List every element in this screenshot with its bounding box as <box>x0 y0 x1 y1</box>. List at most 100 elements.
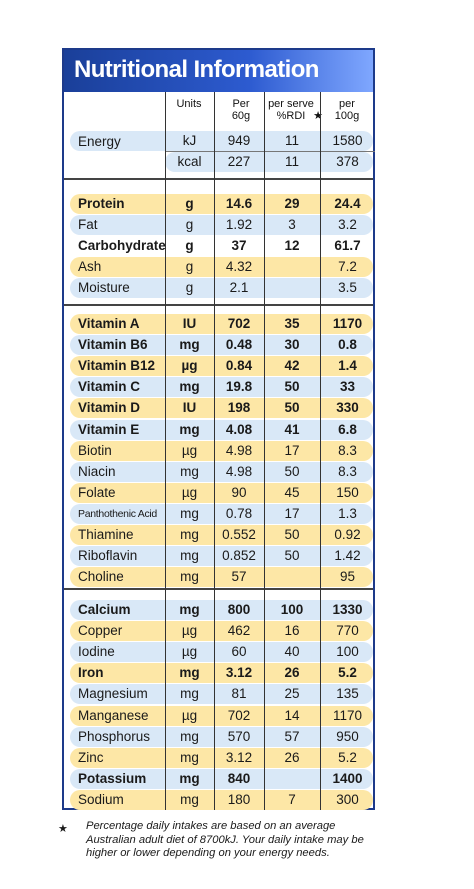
row-highlight <box>70 663 373 684</box>
value-per60: 702 <box>227 707 251 723</box>
value-per100: 950 <box>336 728 359 744</box>
value-per100: 6.8 <box>338 421 357 437</box>
divider-units <box>165 92 166 810</box>
value-rdi: 40 <box>284 644 300 660</box>
value-per60: 1.92 <box>225 217 253 233</box>
nutrient-row: Panthothenic Acid mg 0.78 17 1.3 <box>64 503 375 524</box>
panel-title: Nutritional Information <box>74 56 319 83</box>
value-unit: mg <box>179 337 200 353</box>
nutrient-name: Riboflavin <box>78 548 138 564</box>
value-unit: kJ <box>182 133 197 148</box>
value-unit: g <box>185 280 194 296</box>
value-per60: 90 <box>231 484 247 500</box>
value-per100: 1.4 <box>338 358 357 374</box>
value-unit: mg <box>179 421 200 437</box>
value-per60: 0.84 <box>225 358 253 374</box>
value-unit: mg <box>180 686 199 702</box>
row-highlight <box>70 503 373 524</box>
header-bar: Nutritional Information <box>64 50 373 92</box>
nutrient-name: Folate <box>78 484 116 500</box>
value-per100: 1580 <box>332 133 363 148</box>
value-unit: g <box>185 238 194 254</box>
value-per100: 61.7 <box>334 238 361 254</box>
value-unit: mg <box>180 569 199 585</box>
row-highlight <box>70 314 373 334</box>
value-rdi: 50 <box>284 548 300 564</box>
nutrient-name: Vitamin D <box>78 400 141 416</box>
divider-per100 <box>320 92 321 810</box>
value-rdi: 57 <box>284 728 300 744</box>
value-per60: 462 <box>227 623 251 639</box>
value-rdi: 26 <box>284 749 300 765</box>
value-rdi: 11 <box>284 133 299 148</box>
value-per60: 702 <box>227 316 251 331</box>
row-highlight <box>70 398 373 419</box>
value-per60: 19.8 <box>225 379 253 395</box>
nutrient-name: Panthothenic Acid <box>78 507 157 520</box>
value-per100: 1330 <box>332 602 363 617</box>
value-per60: 14.6 <box>225 196 253 211</box>
nutrient-name: Iodine <box>78 644 115 660</box>
value-unit: µg <box>181 442 198 458</box>
value-unit: mg <box>180 463 199 479</box>
group-separator <box>64 588 373 590</box>
row-highlight <box>70 356 373 377</box>
nutrient-row: Carbohydrate g 37 12 61.7 <box>64 236 375 256</box>
nutrient-name: Thiamine <box>78 527 134 542</box>
value-per60: 198 <box>227 400 251 416</box>
value-per60: 0.78 <box>225 505 253 521</box>
nutrient-name: Fat <box>78 217 98 233</box>
nutrient-row: kJ 949 11 1580 <box>64 131 375 151</box>
value-per60: 0.852 <box>222 548 256 564</box>
nutrient-row: Vitamin A IU 702 35 1170 <box>64 314 375 334</box>
value-unit: g <box>185 259 194 275</box>
value-rdi: 7 <box>288 791 296 807</box>
row-highlight <box>70 726 373 747</box>
value-per100: 33 <box>339 379 356 395</box>
nutrient-row: Sodium mg 180 7 300 <box>64 789 375 810</box>
value-rdi: 35 <box>284 316 300 331</box>
row-highlight <box>70 194 373 214</box>
row-highlight <box>70 789 373 810</box>
nutrient-row: kcal 227 11 378 <box>64 152 375 172</box>
value-per100: 100 <box>336 644 359 660</box>
value-rdi <box>264 278 320 298</box>
footnote-star-icon: ★ <box>58 823 68 835</box>
nutrient-row: Vitamin B12 µg 0.84 42 1.4 <box>64 356 375 377</box>
value-rdi <box>264 769 320 789</box>
row-highlight <box>70 482 373 503</box>
value-rdi: 41 <box>284 421 300 437</box>
value-unit: µg <box>181 644 198 660</box>
value-rdi: 50 <box>284 463 300 479</box>
value-per60: 4.98 <box>225 442 253 458</box>
nutrient-name: Vitamin A <box>78 316 140 331</box>
value-rdi: 45 <box>284 484 300 500</box>
row-highlight <box>70 546 373 567</box>
col-per100-header: per 100g <box>334 98 360 122</box>
nutrient-row: Iron mg 3.12 26 5.2 <box>64 663 375 684</box>
value-unit: mg <box>180 548 199 564</box>
nutrient-name: Copper <box>78 623 123 639</box>
value-rdi: 26 <box>284 665 300 681</box>
value-per60: 227 <box>227 154 251 169</box>
value-unit: g <box>185 217 194 233</box>
col-units-header: Units <box>176 98 202 110</box>
value-rdi: 11 <box>284 154 299 169</box>
value-per100: 330 <box>336 400 359 416</box>
nutrient-row: Potassium mg 840 1400 <box>64 768 375 789</box>
value-unit: µg <box>181 484 198 500</box>
value-rdi: 14 <box>284 707 300 723</box>
nutrient-name: Vitamin B12 <box>78 358 156 374</box>
row-highlight <box>70 567 373 588</box>
footnote-text: Percentage daily intakes are based on an… <box>86 820 364 859</box>
value-per100: 378 <box>336 154 359 169</box>
star-icon: ★ <box>313 110 323 122</box>
nutrition-panel: Nutritional Information Units Per 60g pe… <box>62 48 375 810</box>
nutrient-row: Fat g 1.92 3 3.2 <box>64 215 375 236</box>
value-per60: 60 <box>231 644 247 660</box>
value-per60: 37 <box>231 238 247 254</box>
row-highlight <box>70 600 373 620</box>
value-per100: 7.2 <box>338 259 357 275</box>
value-per60: 180 <box>227 791 251 807</box>
value-rdi: 100 <box>280 602 304 617</box>
